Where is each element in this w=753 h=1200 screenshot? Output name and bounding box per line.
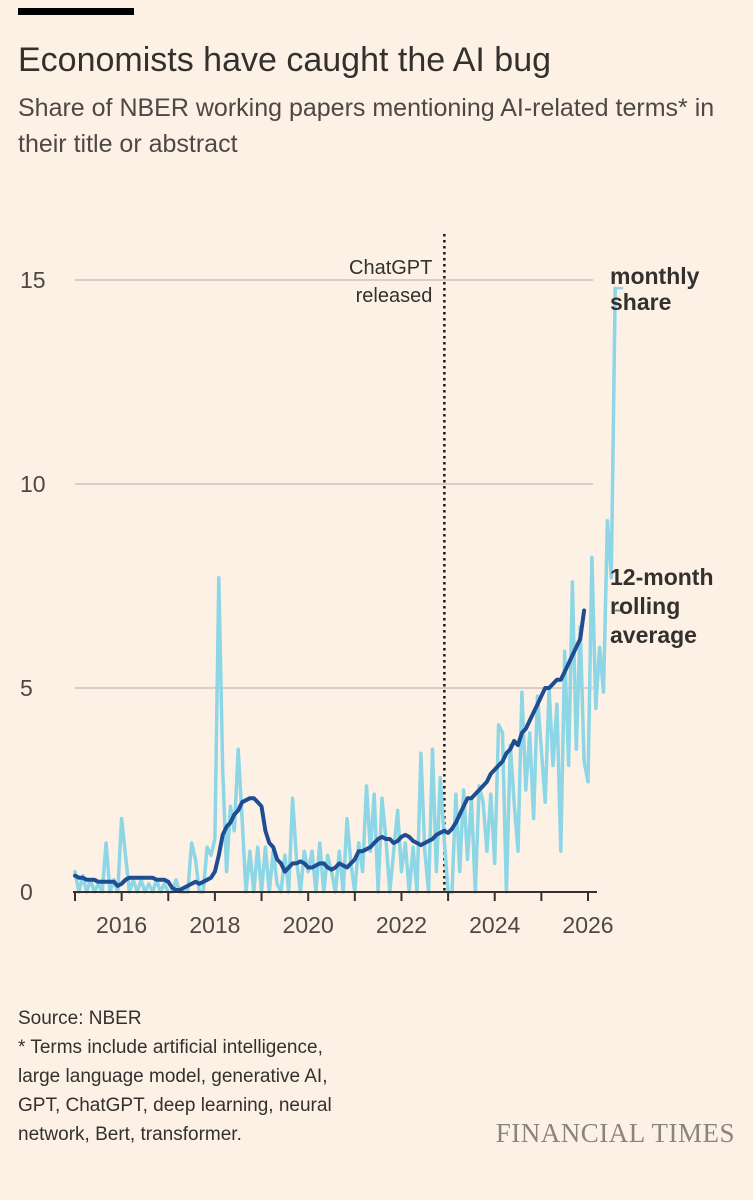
y-tick-label-15: 15 xyxy=(20,267,46,293)
series-line-monthly-share xyxy=(73,286,617,894)
x-axis: 2016 2018 2020 2022 2024 2026 xyxy=(73,891,614,938)
chatgpt-label-line-1: ChatGPT xyxy=(349,257,432,279)
chart-title: Economists have caught the AI bug xyxy=(18,41,552,79)
y-tick-label-0: 0 xyxy=(20,879,33,905)
x-tick-label-2026: 2026 xyxy=(562,912,613,938)
x-tick-label-2020: 2020 xyxy=(283,912,334,938)
footnote: Source: NBER * Terms include artificial … xyxy=(18,1004,438,1149)
x-tick-label-2018: 2018 xyxy=(189,912,240,938)
chart-subtitle: Share of NBER working papers mentioning … xyxy=(18,94,715,158)
rolling-average-label-line-3: average xyxy=(610,622,697,648)
y-tick-label-5: 5 xyxy=(20,675,33,701)
series-line-rolling-average xyxy=(73,608,587,892)
gridlines: 0 5 10 15 xyxy=(20,267,593,905)
series-lines xyxy=(73,286,617,894)
chatgpt-annotation: ChatGPT released xyxy=(349,234,446,892)
rolling-average-label-line-2: rolling xyxy=(610,593,680,619)
x-tick-label-2022: 2022 xyxy=(376,912,427,938)
rolling-average-label-line-1: 12-month xyxy=(610,564,714,590)
note-line-3: GPT, ChatGPT, deep learning, neural xyxy=(18,1095,332,1116)
monthly-share-label-line-2: share xyxy=(610,289,671,315)
ft-logo: FINANCIAL TIMES xyxy=(495,1118,735,1148)
note-line-1: * Terms include artificial intelligence, xyxy=(18,1037,323,1058)
y-tick-label-10: 10 xyxy=(20,471,46,497)
source-text: Source: NBER xyxy=(18,1008,142,1029)
note-line-4: network, Bert, transformer. xyxy=(18,1124,242,1145)
chatgpt-label-line-2: released xyxy=(356,285,433,307)
brand-top-bar xyxy=(18,8,134,15)
monthly-share-label-line-1: monthly xyxy=(610,263,700,289)
note-line-2: large language model, generative AI, xyxy=(18,1066,328,1087)
x-tick-label-2024: 2024 xyxy=(469,912,520,938)
x-tick-label-2016: 2016 xyxy=(96,912,147,938)
